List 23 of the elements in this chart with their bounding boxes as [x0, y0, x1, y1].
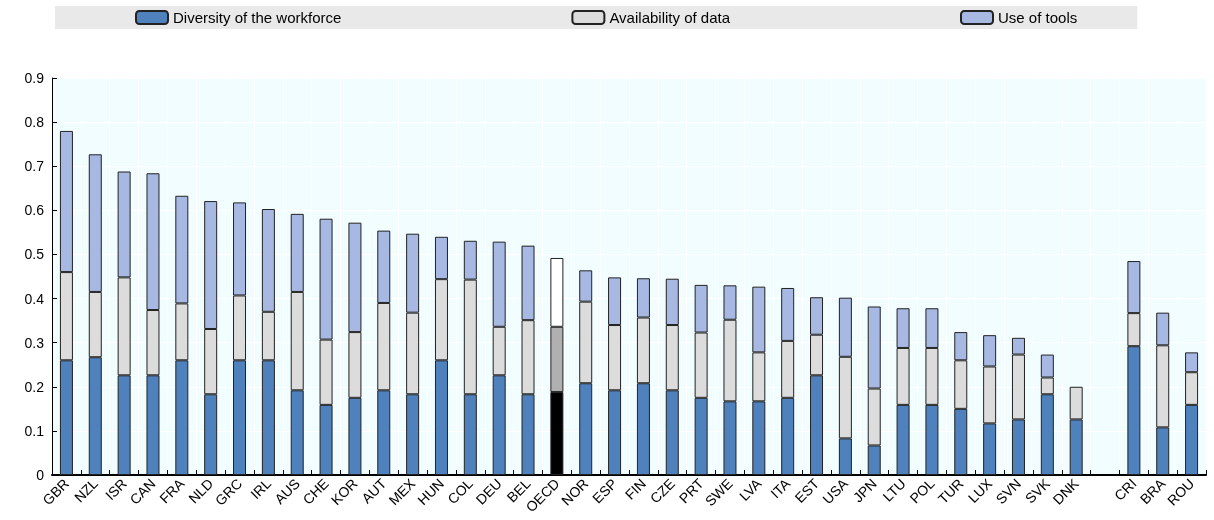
legend-label: Use of tools [998, 9, 1078, 26]
x-tick-label: FIN [621, 475, 650, 503]
x-tick-label: COL [444, 475, 477, 507]
y-tick-label: 0 [36, 467, 45, 483]
y-tick-label: 0.3 [24, 334, 45, 351]
y-tick-label: 0.1 [24, 422, 45, 439]
y-tick-label: 0.9 [24, 70, 45, 86]
legend-label: Diversity of the workforce [173, 9, 342, 26]
x-tick-label: ITA [767, 474, 794, 502]
x-tick-label: NZL [70, 475, 102, 506]
y-tick-label: 0.4 [24, 290, 45, 307]
y-tick-label: 0.2 [24, 378, 45, 395]
x-tick-label: LVA [735, 474, 765, 504]
y-tick-label: 0.8 [24, 114, 45, 131]
legend-label: Availability of data [609, 9, 731, 26]
y-tick-label: 0.7 [24, 158, 45, 175]
x-tick-label: JPN [849, 475, 880, 506]
x-tick-label: ISR [101, 475, 130, 504]
y-tick-label: 0.6 [24, 202, 45, 219]
x-tick-label: IRL [247, 475, 275, 503]
y-tick-label: 0.5 [24, 246, 45, 263]
x-tick-label: USA [819, 474, 852, 507]
x-tick-label: CRI [1111, 475, 1140, 504]
